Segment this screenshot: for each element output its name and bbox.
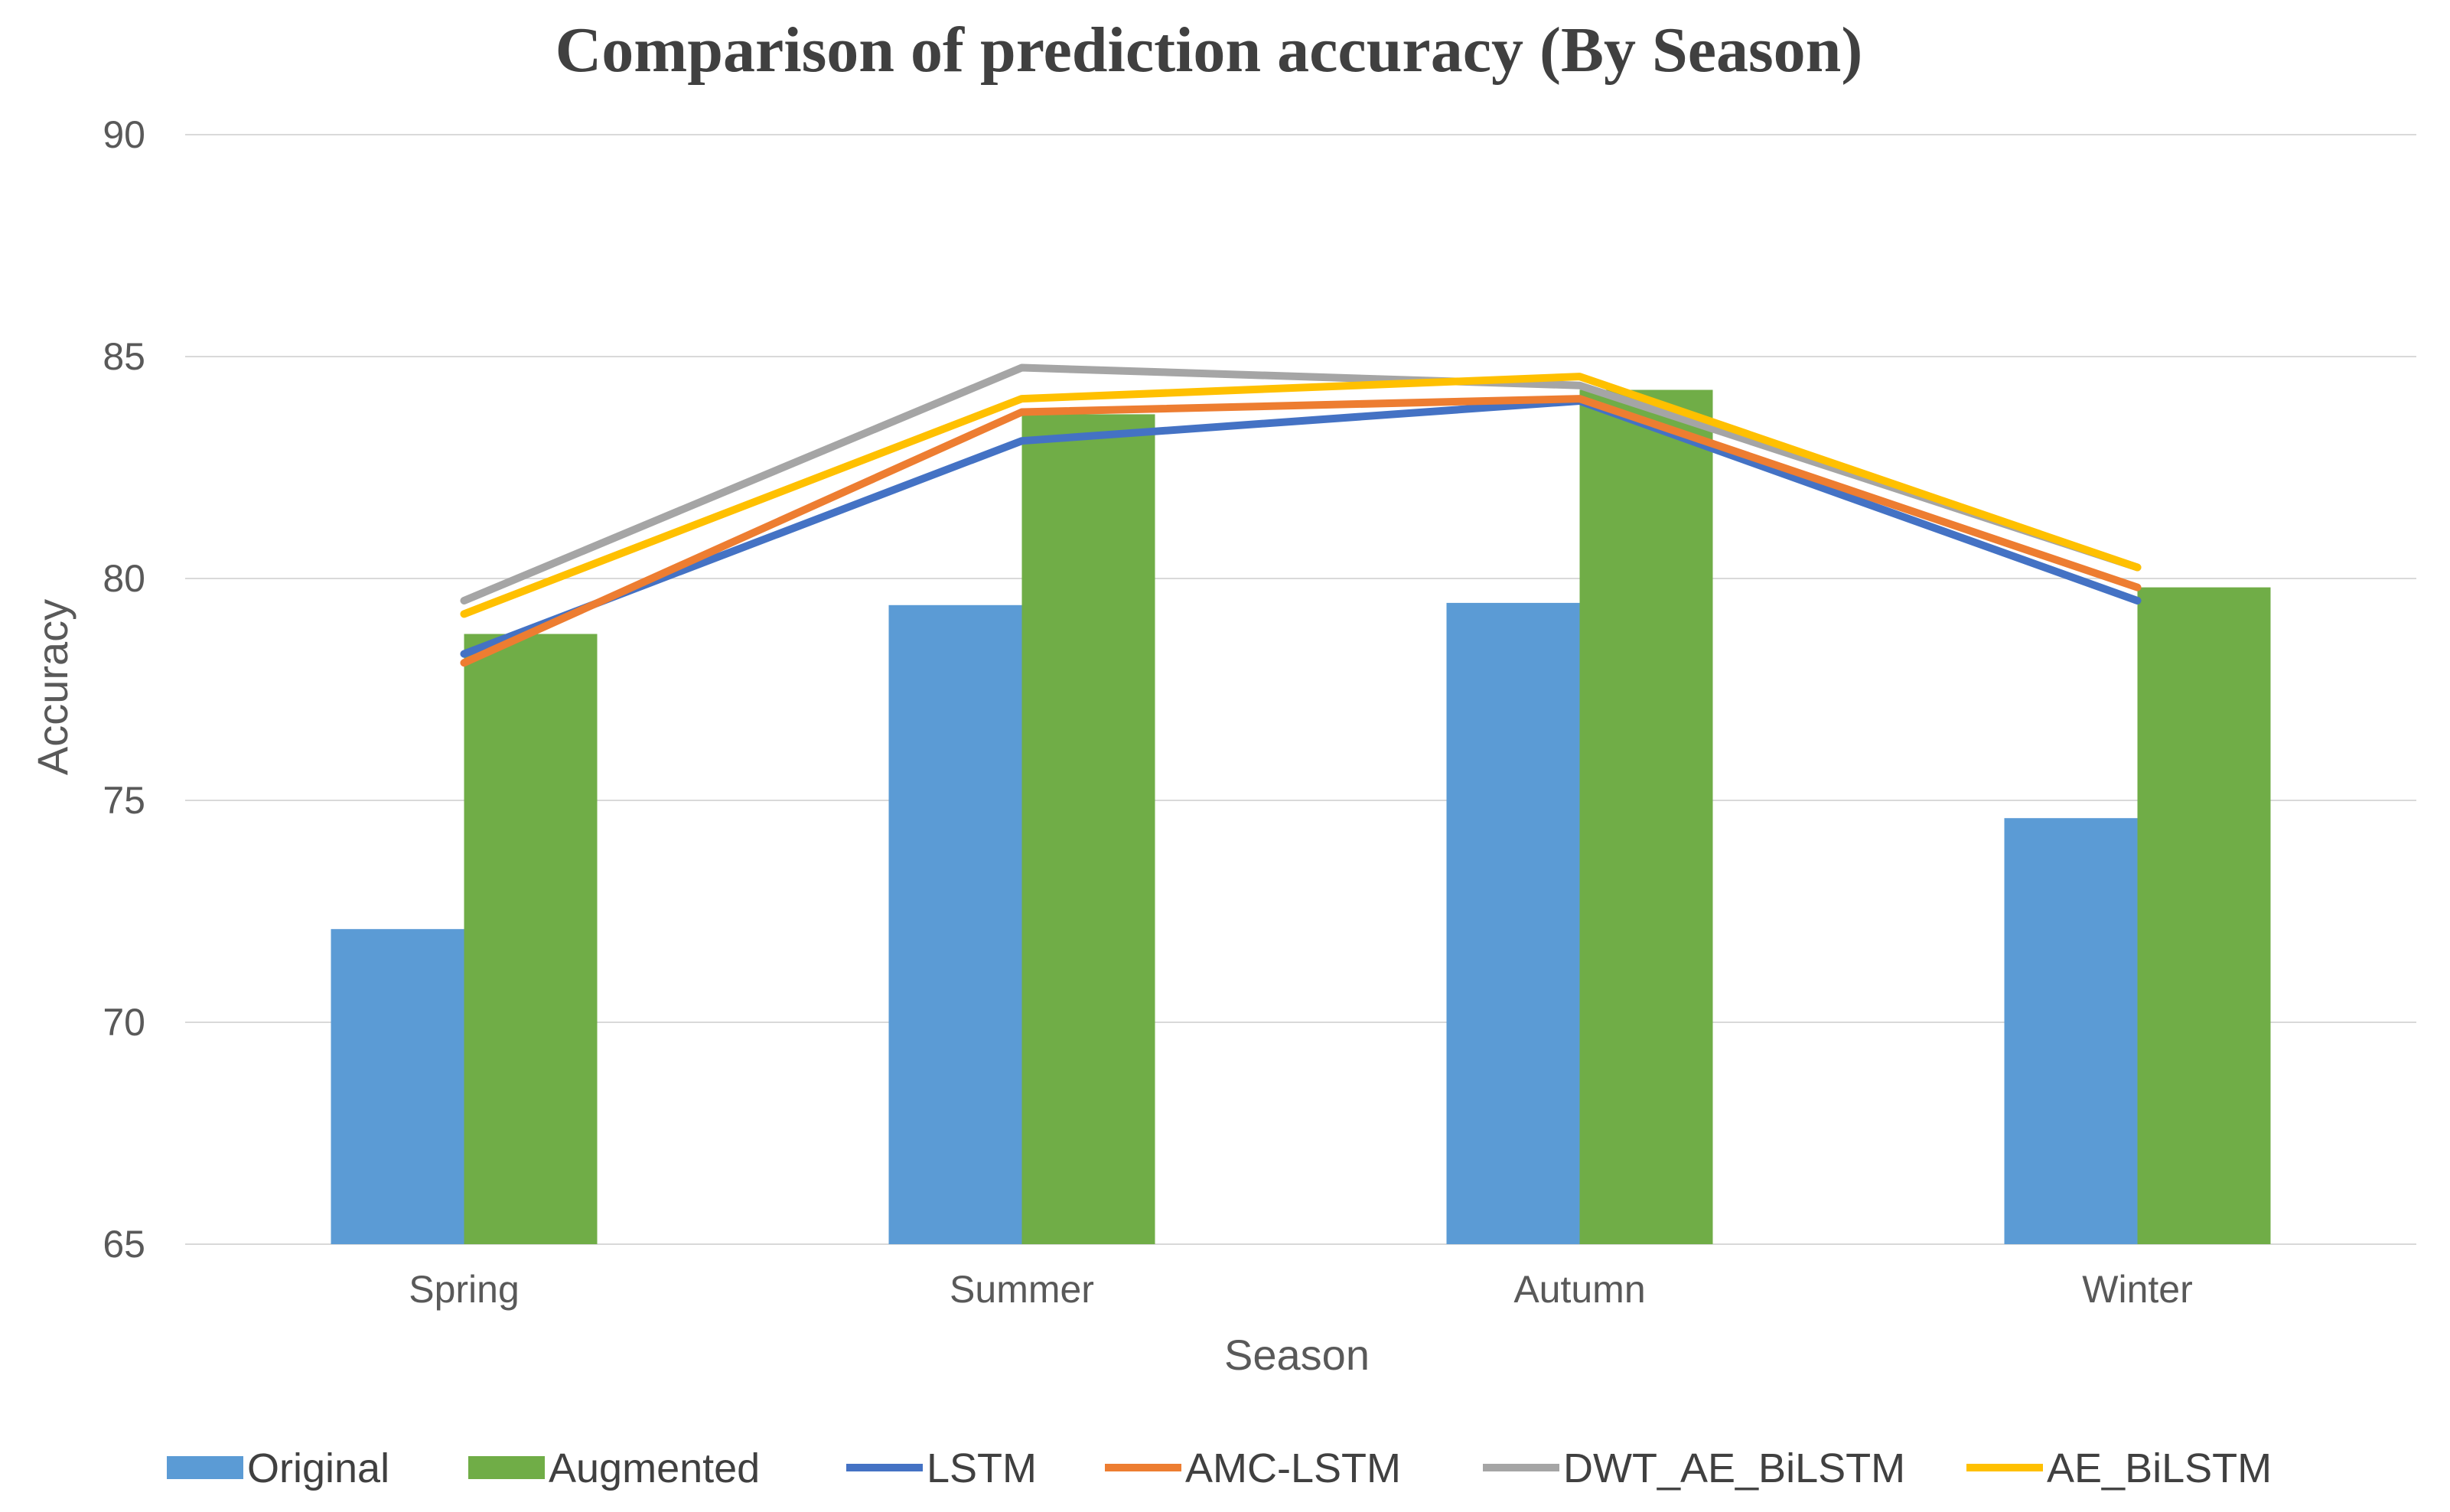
bar-augmented-spring — [464, 634, 598, 1244]
y-tick-label: 85 — [103, 335, 145, 378]
legend-item-original: Original — [167, 1445, 389, 1491]
legend-label: LSTM — [927, 1445, 1037, 1491]
legend-item-lstm: LSTM — [846, 1445, 1037, 1491]
legend-item-amc-lstm: AMC-LSTM — [1105, 1445, 1401, 1491]
y-tick-label: 70 — [103, 1001, 145, 1044]
legend-swatch — [167, 1456, 243, 1479]
bars — [331, 389, 2271, 1244]
line-lstm — [460, 397, 2142, 658]
bar-augmented-summer — [1021, 414, 1155, 1244]
legend-item-dwt-ae-bilstm: DWT_AE_BiLSTM — [1483, 1445, 1905, 1491]
bar-augmented-winter — [2137, 587, 2271, 1244]
y-axis-label: Accuracy — [28, 599, 77, 775]
bar-original-autumn — [1446, 602, 1580, 1244]
x-tick-label: Autumn — [1513, 1268, 1645, 1311]
x-tick-labels: Spring Summer Autumn Winter — [409, 1268, 2193, 1311]
line-ae-bilstm — [460, 373, 2142, 618]
legend-item-augmented: Augmented — [468, 1445, 760, 1491]
y-tick-label: 90 — [103, 113, 145, 156]
x-axis-label: Season — [1224, 1331, 1370, 1379]
legend-label: AMC-LSTM — [1185, 1445, 1401, 1491]
bar-augmented-autumn — [1579, 389, 1713, 1244]
y-tick-labels: 65 70 75 80 85 90 — [103, 113, 145, 1266]
bar-original-spring — [331, 929, 464, 1244]
bar-original-summer — [888, 604, 1022, 1244]
y-tick-label: 80 — [103, 557, 145, 600]
legend: Original Augmented LSTM AMC-LSTM DWT_AE_BiLS… — [167, 1445, 2272, 1491]
x-tick-label: Winter — [2082, 1268, 2192, 1311]
legend-item-ae-bilstm: AE_BiLSTM — [1966, 1445, 2272, 1491]
chart-title: Comparison of prediction accuracy (By Se… — [555, 15, 1863, 86]
line-amc-lstm — [460, 395, 2142, 667]
legend-label: AE_BiLSTM — [2047, 1445, 2272, 1491]
series-lines — [460, 363, 2142, 667]
x-tick-label: Summer — [950, 1268, 1094, 1311]
bar-original-winter — [2004, 818, 2138, 1244]
line-dwt-ae-bilstm — [460, 363, 2142, 604]
y-tick-label: 75 — [103, 779, 145, 822]
y-tick-label: 65 — [103, 1223, 145, 1266]
x-tick-label: Spring — [409, 1268, 520, 1311]
legend-label: Augmented — [549, 1445, 760, 1491]
legend-label: DWT_AE_BiLSTM — [1563, 1445, 1905, 1491]
legend-swatch — [468, 1456, 545, 1479]
legend-label: Original — [247, 1445, 389, 1491]
